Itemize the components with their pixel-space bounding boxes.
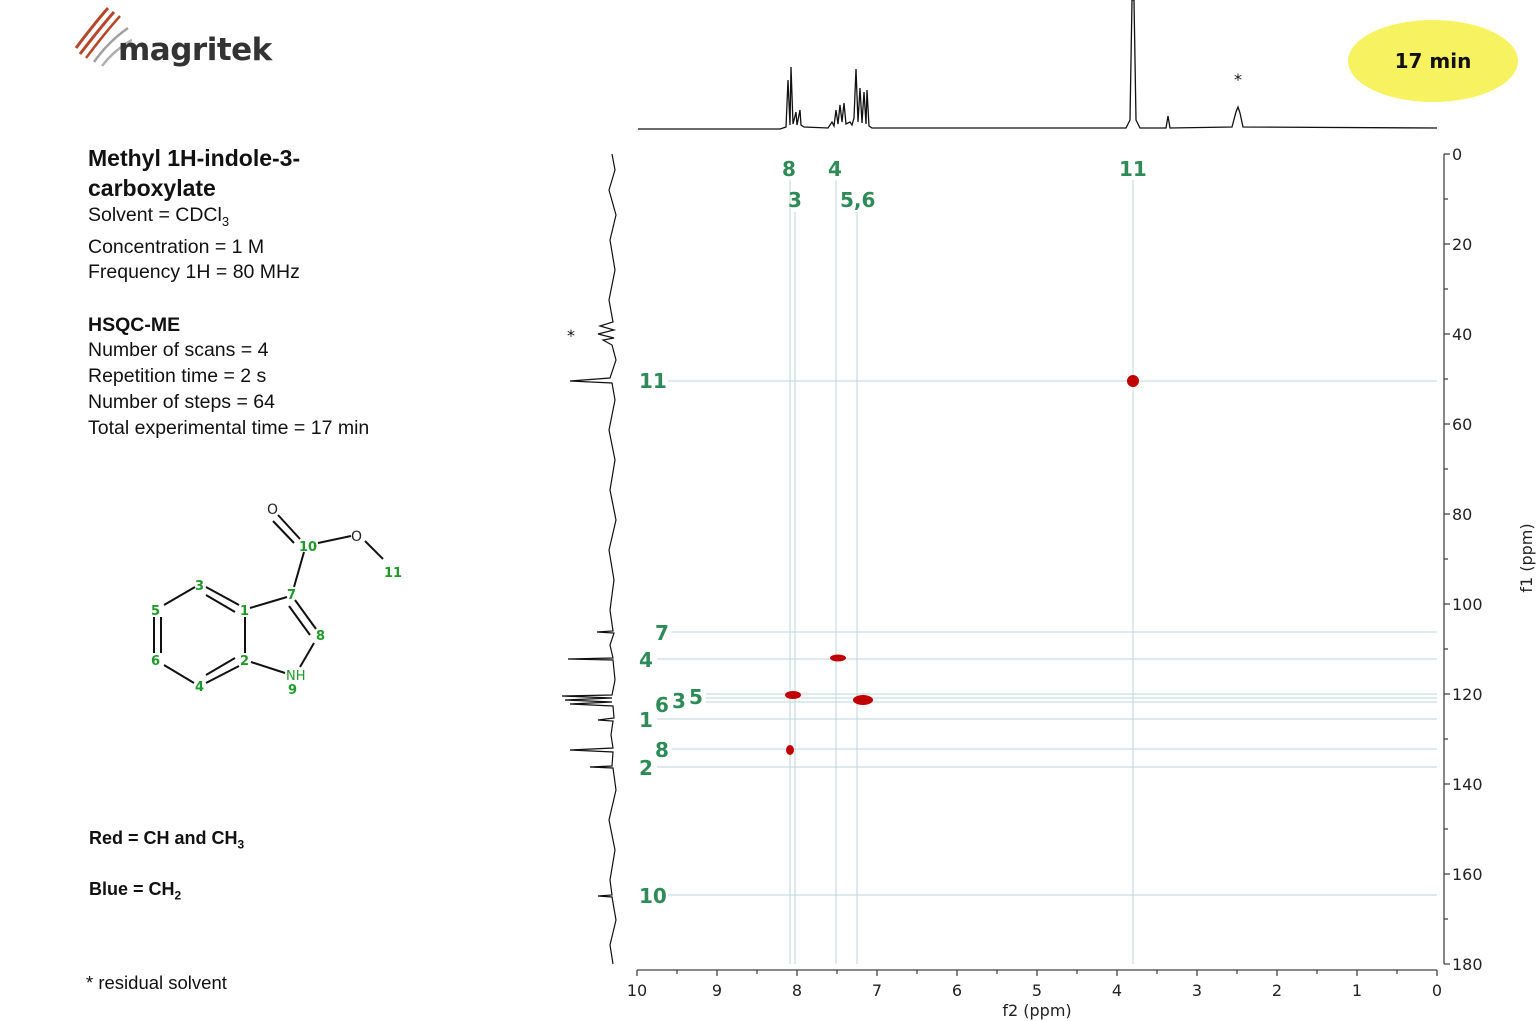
f2-label-5-6: 5,6 xyxy=(840,188,875,212)
compound-title-line2: carboxylate xyxy=(88,175,216,201)
f1-tick-120: 120 xyxy=(1452,685,1483,704)
f1-tick-80: 80 xyxy=(1452,505,1472,524)
atom-label-5: 5 xyxy=(151,604,160,619)
experiment-info: Methyl 1H-indole-3- carboxylate Solvent … xyxy=(88,143,448,441)
f2-label-4: 4 xyxy=(828,157,842,181)
magritek-logo: magritek xyxy=(72,6,282,72)
cross-peak-3 xyxy=(785,691,801,699)
atom-ester-oxygen: O xyxy=(351,529,362,545)
f1-tick-140: 140 xyxy=(1452,775,1483,794)
f2-label-8: 8 xyxy=(782,157,796,181)
atom-label-9: 9 xyxy=(288,683,297,698)
f2-tick-labels: 10 9 8 7 6 5 4 3 2 1 0 xyxy=(627,981,1442,1000)
legend-blue-subscript: 2 xyxy=(174,888,182,903)
cross-peak-8 xyxy=(786,745,794,755)
f2-peak-labels: 8 4 11 3 5,6 xyxy=(782,157,1147,212)
f1-tick-40: 40 xyxy=(1452,325,1472,344)
atom-label-8: 8 xyxy=(316,629,325,644)
f2-axis-label: f2 (ppm) xyxy=(1002,1001,1071,1020)
f1-label-5: 5 xyxy=(689,685,703,709)
f2-tick-1: 1 xyxy=(1352,981,1362,1000)
f1-label-1: 1 xyxy=(639,708,653,732)
solvent-asterisk-f1: * xyxy=(567,326,575,345)
f2-tick-4: 4 xyxy=(1112,981,1122,1000)
atom-label-4: 4 xyxy=(195,680,204,695)
f2-tick-5: 5 xyxy=(1032,981,1042,1000)
f2-tick-3: 3 xyxy=(1192,981,1202,1000)
atom-label-7: 7 xyxy=(287,588,296,603)
f2-tick-7: 7 xyxy=(872,981,882,1000)
f2-label-11: 11 xyxy=(1119,157,1147,181)
f2-guide-lines xyxy=(789,180,1134,964)
f1-tick-labels: 0 20 40 60 80 100 120 140 160 180 xyxy=(1452,145,1483,974)
atom-label-6: 6 xyxy=(151,654,160,669)
f1-axis xyxy=(1443,153,1450,965)
legend-red: Red = CH and CH3 xyxy=(89,828,244,852)
proton-1d-spectrum xyxy=(638,0,1438,130)
legend-red-subscript: 3 xyxy=(237,837,245,852)
cross-peak-11 xyxy=(1127,375,1139,387)
compound-title-line1: Methyl 1H-indole-3- xyxy=(88,145,301,171)
total-time-line: Total experimental time = 17 min xyxy=(88,416,370,439)
f1-label-3: 3 xyxy=(672,689,686,713)
solvent-asterisk-f2: * xyxy=(1234,70,1242,89)
atom-nh: NH xyxy=(286,669,306,684)
logo-arcs-icon xyxy=(74,7,132,67)
f1-label-7: 7 xyxy=(655,621,669,645)
f2-axis xyxy=(636,969,1438,976)
f2-tick-10: 10 xyxy=(627,981,647,1000)
atom-label-2: 2 xyxy=(240,654,249,669)
f1-label-4: 4 xyxy=(639,648,653,672)
cross-peaks xyxy=(785,375,1139,755)
atom-label-11: 11 xyxy=(384,566,402,581)
atom-label-3: 3 xyxy=(195,579,204,594)
f2-tick-2: 2 xyxy=(1272,981,1282,1000)
f1-guide-lines xyxy=(657,380,1437,896)
scans-line: Number of scans = 4 xyxy=(88,339,269,362)
f1-tick-180: 180 xyxy=(1452,955,1483,974)
f1-label-11: 11 xyxy=(639,369,667,393)
cross-peak-5-6 xyxy=(853,695,873,705)
f1-tick-20: 20 xyxy=(1452,235,1472,254)
f2-tick-0: 0 xyxy=(1432,981,1442,1000)
f2-tick-9: 9 xyxy=(712,981,722,1000)
legend-blue-text: Blue = CH xyxy=(89,879,175,899)
f1-label-6: 6 xyxy=(655,693,669,717)
f2-tick-6: 6 xyxy=(952,981,962,1000)
legend-blue: Blue = CH2 xyxy=(89,879,181,903)
f1-tick-60: 60 xyxy=(1452,415,1472,434)
atom-carbonyl-oxygen: O xyxy=(267,502,278,518)
f1-peak-labels: 11 7 4 6 3 5 1 8 2 10 xyxy=(639,369,703,908)
logo-text: magritek xyxy=(118,32,272,68)
frequency-line: Frequency 1H = 80 MHz xyxy=(88,261,300,284)
time-badge-label: 17 min xyxy=(1394,49,1472,73)
repetition-line: Repetition time = 2 s xyxy=(88,365,267,388)
concentration-line: Concentration = 1 M xyxy=(88,235,265,258)
steps-line: Number of steps = 64 xyxy=(88,390,275,413)
f1-label-8: 8 xyxy=(655,738,669,762)
legend-red-text: Red = CH and CH xyxy=(89,828,238,848)
f1-tick-0: 0 xyxy=(1452,145,1462,164)
carbon-1d-spectrum xyxy=(561,153,617,965)
footnote-residual-solvent: * residual solvent xyxy=(86,972,227,993)
f1-label-2: 2 xyxy=(639,756,653,780)
solvent-text: Solvent = CDCl xyxy=(88,204,222,226)
f1-axis-label: f1 (ppm) xyxy=(1517,523,1536,592)
atom-label-10: 10 xyxy=(299,540,317,555)
f1-tick-160: 160 xyxy=(1452,865,1483,884)
solvent-line: Solvent = CDCl3 xyxy=(88,203,448,235)
atom-label-1: 1 xyxy=(240,604,249,619)
f1-label-10: 10 xyxy=(639,884,667,908)
molecule-structure: 3 1 2 4 5 6 7 8 9 10 11 O O NH xyxy=(151,502,402,698)
experiment-name: HSQC-ME xyxy=(88,314,181,337)
time-badge: 17 min xyxy=(1348,20,1518,102)
f2-tick-8: 8 xyxy=(792,981,802,1000)
f1-tick-100: 100 xyxy=(1452,595,1483,614)
cross-peak-4 xyxy=(830,654,846,662)
f2-label-3: 3 xyxy=(788,188,802,212)
solvent-subscript: 3 xyxy=(221,213,230,229)
